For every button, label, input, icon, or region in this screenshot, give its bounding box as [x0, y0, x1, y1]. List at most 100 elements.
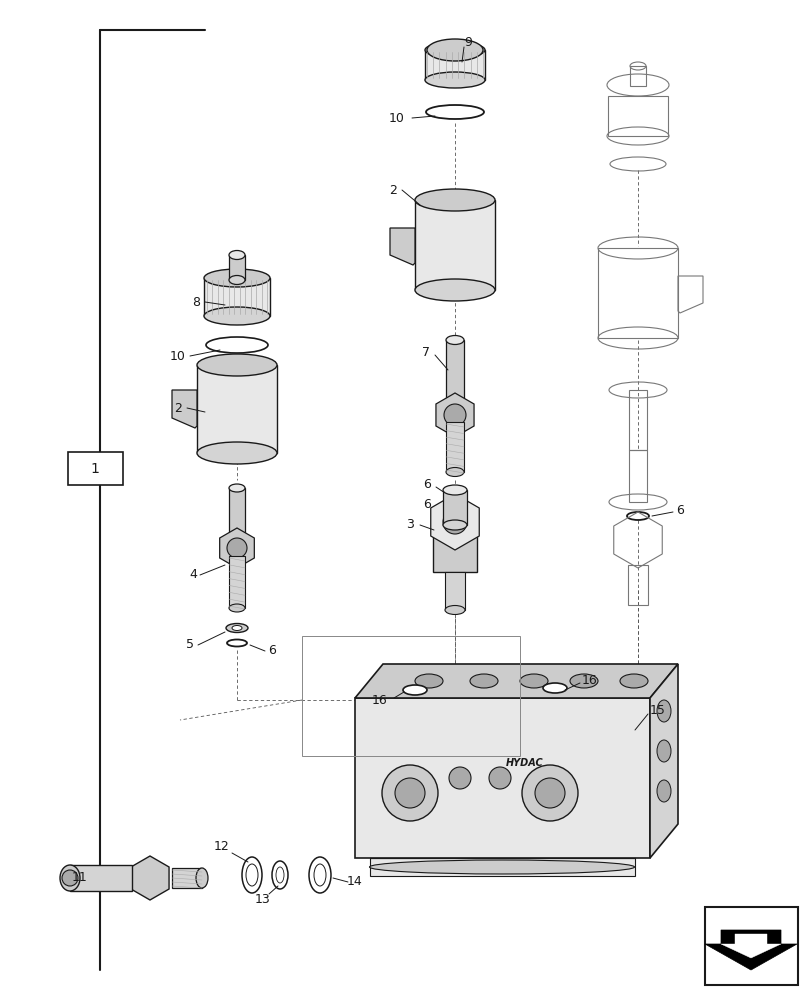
Circle shape [381, 765, 437, 821]
Ellipse shape [60, 865, 80, 891]
Circle shape [534, 778, 564, 808]
Circle shape [62, 870, 78, 886]
Text: 12: 12 [214, 840, 230, 853]
Ellipse shape [620, 674, 647, 688]
Ellipse shape [444, 506, 466, 514]
Bar [607, 96, 667, 136]
Bar [629, 66, 646, 86]
Ellipse shape [227, 640, 247, 647]
Bar [432, 524, 476, 572]
Ellipse shape [229, 604, 245, 612]
Ellipse shape [206, 337, 268, 353]
Text: 6: 6 [423, 497, 431, 510]
Bar [204, 278, 270, 316]
Polygon shape [220, 528, 254, 568]
Bar [444, 572, 465, 610]
Ellipse shape [445, 336, 463, 344]
Text: 2: 2 [174, 401, 182, 414]
Text: 6: 6 [423, 479, 431, 491]
Text: 3: 3 [406, 518, 414, 532]
Polygon shape [649, 664, 677, 858]
Ellipse shape [197, 442, 277, 464]
Text: 6: 6 [268, 645, 276, 658]
Circle shape [521, 765, 577, 821]
Ellipse shape [369, 860, 633, 874]
Ellipse shape [204, 307, 270, 325]
Bar [445, 340, 463, 402]
Text: 2: 2 [388, 184, 397, 197]
Bar [627, 565, 647, 605]
Polygon shape [436, 393, 474, 437]
Text: 9: 9 [464, 36, 471, 49]
Polygon shape [172, 390, 197, 428]
Circle shape [443, 510, 466, 534]
Bar [229, 488, 245, 540]
Bar [597, 248, 677, 338]
Ellipse shape [444, 489, 466, 497]
Ellipse shape [272, 861, 288, 889]
Ellipse shape [656, 700, 670, 722]
Bar [302, 636, 519, 756]
Ellipse shape [445, 468, 463, 477]
Ellipse shape [424, 42, 484, 58]
Ellipse shape [197, 354, 277, 376]
Ellipse shape [242, 857, 262, 893]
Bar [629, 390, 646, 450]
Ellipse shape [229, 275, 245, 284]
Circle shape [488, 767, 510, 789]
Polygon shape [354, 664, 677, 698]
Text: 1: 1 [91, 462, 99, 476]
Polygon shape [370, 858, 634, 876]
Bar [443, 490, 466, 525]
Circle shape [394, 778, 424, 808]
Ellipse shape [414, 674, 443, 688]
Ellipse shape [569, 674, 597, 688]
Ellipse shape [470, 674, 497, 688]
Text: 14: 14 [346, 876, 363, 888]
Bar [172, 868, 202, 888]
Circle shape [444, 404, 466, 426]
Ellipse shape [427, 39, 483, 61]
Bar [704, 907, 797, 985]
Ellipse shape [543, 683, 566, 693]
Ellipse shape [443, 485, 466, 495]
Bar [70, 865, 132, 891]
Ellipse shape [424, 72, 484, 88]
Polygon shape [704, 930, 796, 970]
Polygon shape [131, 856, 169, 900]
Polygon shape [720, 934, 780, 958]
Ellipse shape [519, 674, 547, 688]
Text: 4: 4 [189, 568, 197, 582]
Text: 5: 5 [186, 639, 194, 652]
Polygon shape [354, 698, 649, 858]
Ellipse shape [656, 740, 670, 762]
Text: 7: 7 [422, 346, 430, 359]
Ellipse shape [309, 857, 331, 893]
Text: 10: 10 [388, 112, 405, 125]
Ellipse shape [232, 626, 242, 631]
Bar [197, 365, 277, 453]
Ellipse shape [225, 624, 247, 633]
Bar [424, 50, 484, 80]
Text: 11: 11 [72, 871, 88, 884]
Ellipse shape [414, 279, 495, 301]
Ellipse shape [314, 864, 325, 886]
Ellipse shape [426, 105, 483, 119]
Bar [414, 200, 495, 290]
Circle shape [448, 767, 470, 789]
Circle shape [227, 538, 247, 558]
Bar [229, 255, 245, 280]
Ellipse shape [204, 269, 270, 287]
Bar [229, 556, 245, 608]
Bar [629, 450, 646, 502]
Ellipse shape [656, 780, 670, 802]
Ellipse shape [402, 685, 427, 695]
Ellipse shape [444, 605, 465, 614]
Polygon shape [389, 228, 414, 265]
Polygon shape [430, 494, 478, 550]
Text: 15: 15 [650, 704, 665, 716]
Ellipse shape [195, 868, 208, 888]
Bar [68, 452, 122, 485]
Ellipse shape [276, 867, 284, 883]
Text: 10: 10 [169, 350, 186, 362]
